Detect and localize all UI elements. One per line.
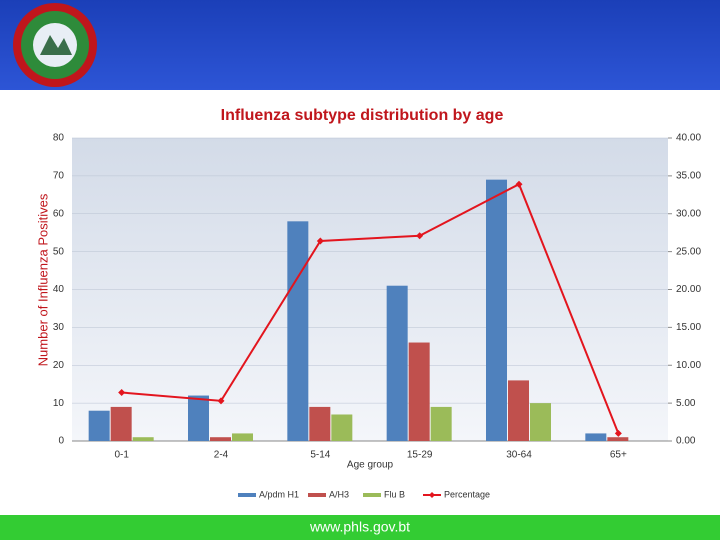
bar: [430, 406, 452, 441]
x-tick-label: 15-29: [407, 450, 433, 461]
legend-swatch: [238, 493, 256, 497]
y2-tick-label: 25.00: [676, 246, 701, 257]
bar: [408, 342, 430, 441]
y-tick-label: 40: [53, 284, 65, 295]
bar: [530, 403, 551, 441]
legend-swatch: [363, 493, 381, 497]
legend-label: A/H3: [329, 489, 349, 499]
y2-tick-label: 20.00: [676, 284, 701, 295]
footer-url: www.phls.gov.bt: [309, 519, 410, 535]
percentage-line: [121, 182, 620, 434]
legend-swatch-marker: [429, 492, 435, 498]
bar: [331, 414, 353, 441]
legend-label: Percentage: [444, 489, 490, 499]
bar: [110, 406, 132, 441]
y-tick-label: 80: [53, 133, 65, 144]
y2-tick-label: 5.00: [676, 398, 696, 409]
legend-label: A/pdm H1: [259, 489, 299, 499]
y-tick-label: 50: [53, 246, 65, 257]
line-marker: [515, 180, 523, 188]
line-marker: [614, 429, 622, 437]
logo: [13, 3, 97, 87]
line-marker: [118, 389, 126, 397]
bar: [486, 179, 507, 441]
x-tick-label: 2-4: [214, 450, 229, 461]
x-tick-label: 0-1: [114, 450, 129, 461]
x-axis-label: Age group: [347, 460, 394, 471]
bar: [210, 437, 231, 441]
y-tick-label: 60: [53, 208, 65, 219]
line-marker: [217, 397, 225, 405]
y2-tick-label: 30.00: [676, 208, 701, 219]
bar: [232, 433, 253, 441]
bar: [188, 395, 209, 441]
x-tick-label: 65+: [610, 450, 627, 461]
legend-label: Flu B: [384, 489, 405, 499]
header-band: [0, 0, 720, 90]
y-tick-label: 20: [53, 360, 65, 371]
bar: [287, 221, 309, 441]
chart-title: Influenza subtype distribution by age: [221, 107, 504, 124]
y2-tick-label: 40.00: [676, 133, 701, 144]
y2-tick-label: 10.00: [676, 360, 701, 371]
bar: [132, 437, 154, 441]
bar: [508, 380, 529, 441]
line-marker: [416, 232, 424, 240]
bar: [88, 410, 110, 441]
y-tick-label: 30: [53, 322, 65, 333]
y2-tick-label: 0.00: [676, 436, 696, 447]
y2-tick-label: 35.00: [676, 171, 701, 182]
y-tick-label: 0: [58, 436, 64, 447]
line-marker: [316, 237, 324, 245]
x-tick-label: 5-14: [310, 450, 330, 461]
bar: [309, 406, 331, 441]
bar: [607, 437, 629, 441]
bar: [585, 433, 607, 441]
y-tick-label: 70: [53, 171, 65, 182]
footer-band: [0, 515, 720, 540]
y2-tick-label: 15.00: [676, 322, 701, 333]
bar: [386, 285, 408, 441]
x-tick-label: 30-64: [506, 450, 532, 461]
y-axis-label: Number of Influenza Positives: [35, 193, 50, 366]
y-tick-label: 10: [53, 398, 65, 409]
legend-swatch: [308, 493, 326, 497]
